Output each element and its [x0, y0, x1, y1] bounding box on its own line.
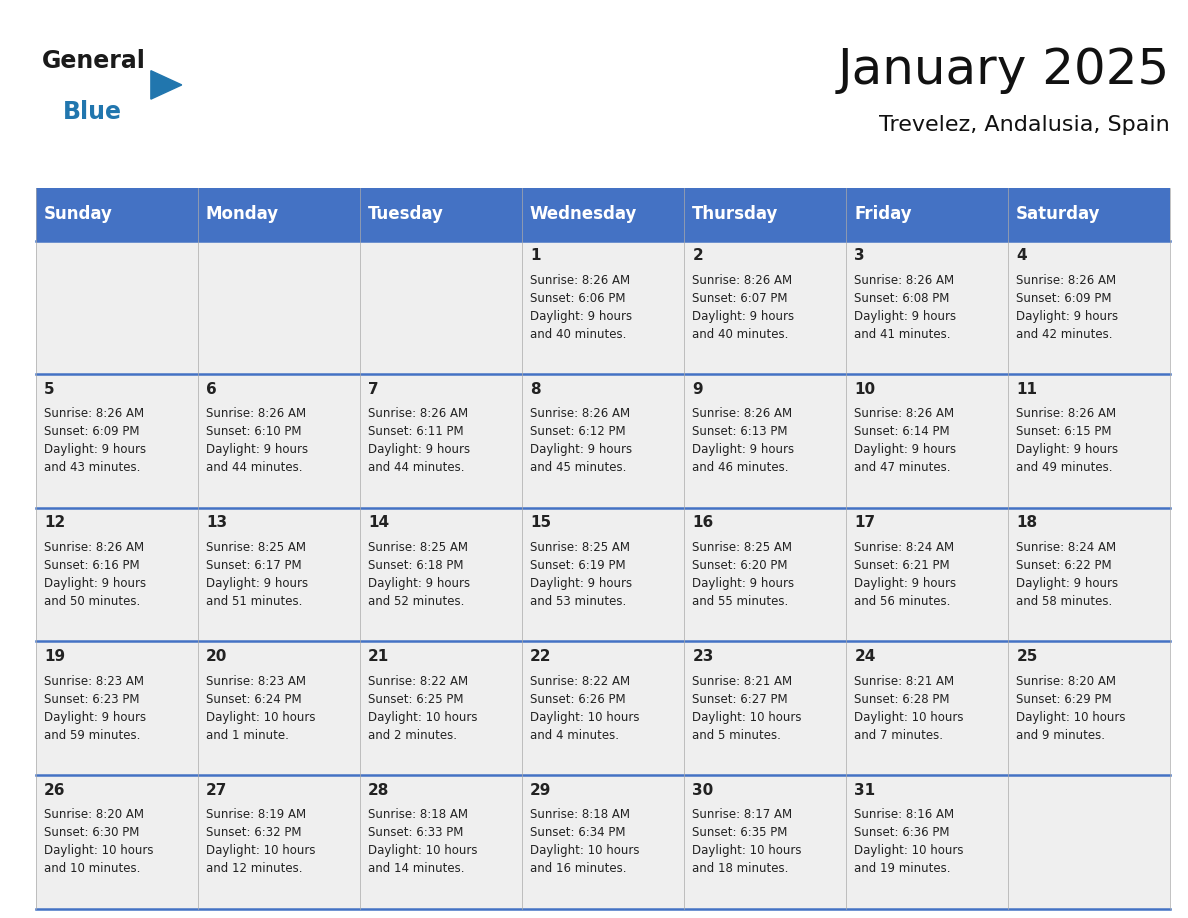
Text: Sunrise: 8:16 AM
Sunset: 6:36 PM
Daylight: 10 hours
and 19 minutes.: Sunrise: 8:16 AM Sunset: 6:36 PM Dayligh… [854, 808, 963, 875]
Text: Sunrise: 8:26 AM
Sunset: 6:09 PM
Daylight: 9 hours
and 42 minutes.: Sunrise: 8:26 AM Sunset: 6:09 PM Dayligh… [1017, 274, 1119, 341]
Text: 1: 1 [530, 248, 541, 263]
Text: Sunrise: 8:26 AM
Sunset: 6:09 PM
Daylight: 9 hours
and 43 minutes.: Sunrise: 8:26 AM Sunset: 6:09 PM Dayligh… [44, 408, 146, 475]
Text: Sunrise: 8:18 AM
Sunset: 6:33 PM
Daylight: 10 hours
and 14 minutes.: Sunrise: 8:18 AM Sunset: 6:33 PM Dayligh… [368, 808, 478, 875]
Bar [36, 375, 1170, 508]
Text: Sunrise: 8:17 AM
Sunset: 6:35 PM
Daylight: 10 hours
and 18 minutes.: Sunrise: 8:17 AM Sunset: 6:35 PM Dayligh… [693, 808, 802, 875]
Text: Sunrise: 8:26 AM
Sunset: 6:12 PM
Daylight: 9 hours
and 45 minutes.: Sunrise: 8:26 AM Sunset: 6:12 PM Dayligh… [530, 408, 632, 475]
Text: 30: 30 [693, 782, 714, 798]
Bar [36, 241, 1170, 375]
Text: 13: 13 [206, 515, 227, 531]
Text: 31: 31 [854, 782, 876, 798]
Text: 6: 6 [206, 382, 216, 397]
Text: 20: 20 [206, 649, 227, 664]
Text: 11: 11 [1017, 382, 1037, 397]
Text: Friday: Friday [854, 206, 911, 223]
Text: Sunrise: 8:25 AM
Sunset: 6:20 PM
Daylight: 9 hours
and 55 minutes.: Sunrise: 8:25 AM Sunset: 6:20 PM Dayligh… [693, 541, 795, 608]
Text: 14: 14 [368, 515, 390, 531]
Text: 4: 4 [1017, 248, 1028, 263]
Text: Sunrise: 8:26 AM
Sunset: 6:10 PM
Daylight: 9 hours
and 44 minutes.: Sunrise: 8:26 AM Sunset: 6:10 PM Dayligh… [206, 408, 308, 475]
Text: Sunrise: 8:23 AM
Sunset: 6:24 PM
Daylight: 10 hours
and 1 minute.: Sunrise: 8:23 AM Sunset: 6:24 PM Dayligh… [206, 675, 316, 742]
Text: General: General [42, 50, 145, 73]
Bar [36, 188, 1170, 241]
Text: Sunrise: 8:26 AM
Sunset: 6:14 PM
Daylight: 9 hours
and 47 minutes.: Sunrise: 8:26 AM Sunset: 6:14 PM Dayligh… [854, 408, 956, 475]
Text: Saturday: Saturday [1016, 206, 1101, 223]
Text: Sunrise: 8:21 AM
Sunset: 6:27 PM
Daylight: 10 hours
and 5 minutes.: Sunrise: 8:21 AM Sunset: 6:27 PM Dayligh… [693, 675, 802, 742]
Text: Sunrise: 8:25 AM
Sunset: 6:19 PM
Daylight: 9 hours
and 53 minutes.: Sunrise: 8:25 AM Sunset: 6:19 PM Dayligh… [530, 541, 632, 608]
Text: Sunrise: 8:26 AM
Sunset: 6:06 PM
Daylight: 9 hours
and 40 minutes.: Sunrise: 8:26 AM Sunset: 6:06 PM Dayligh… [530, 274, 632, 341]
Text: Sunrise: 8:26 AM
Sunset: 6:13 PM
Daylight: 9 hours
and 46 minutes.: Sunrise: 8:26 AM Sunset: 6:13 PM Dayligh… [693, 408, 795, 475]
Text: Sunrise: 8:24 AM
Sunset: 6:22 PM
Daylight: 9 hours
and 58 minutes.: Sunrise: 8:24 AM Sunset: 6:22 PM Dayligh… [1017, 541, 1119, 608]
Text: 8: 8 [530, 382, 541, 397]
Text: Sunrise: 8:24 AM
Sunset: 6:21 PM
Daylight: 9 hours
and 56 minutes.: Sunrise: 8:24 AM Sunset: 6:21 PM Dayligh… [854, 541, 956, 608]
Text: 16: 16 [693, 515, 714, 531]
Text: Sunrise: 8:21 AM
Sunset: 6:28 PM
Daylight: 10 hours
and 7 minutes.: Sunrise: 8:21 AM Sunset: 6:28 PM Dayligh… [854, 675, 963, 742]
Text: Sunrise: 8:20 AM
Sunset: 6:29 PM
Daylight: 10 hours
and 9 minutes.: Sunrise: 8:20 AM Sunset: 6:29 PM Dayligh… [1017, 675, 1126, 742]
Text: Blue: Blue [63, 100, 122, 124]
Text: 28: 28 [368, 782, 390, 798]
Text: Sunrise: 8:22 AM
Sunset: 6:26 PM
Daylight: 10 hours
and 4 minutes.: Sunrise: 8:22 AM Sunset: 6:26 PM Dayligh… [530, 675, 639, 742]
Text: Sunrise: 8:26 AM
Sunset: 6:11 PM
Daylight: 9 hours
and 44 minutes.: Sunrise: 8:26 AM Sunset: 6:11 PM Dayligh… [368, 408, 470, 475]
Text: Sunrise: 8:26 AM
Sunset: 6:08 PM
Daylight: 9 hours
and 41 minutes.: Sunrise: 8:26 AM Sunset: 6:08 PM Dayligh… [854, 274, 956, 341]
Text: 27: 27 [206, 782, 227, 798]
Bar [36, 508, 1170, 642]
Text: Sunrise: 8:22 AM
Sunset: 6:25 PM
Daylight: 10 hours
and 2 minutes.: Sunrise: 8:22 AM Sunset: 6:25 PM Dayligh… [368, 675, 478, 742]
Text: 22: 22 [530, 649, 551, 664]
Text: 19: 19 [44, 649, 65, 664]
Text: 25: 25 [1017, 649, 1038, 664]
Text: 10: 10 [854, 382, 876, 397]
Text: 29: 29 [530, 782, 551, 798]
Text: 17: 17 [854, 515, 876, 531]
Bar [36, 775, 1170, 909]
Text: 9: 9 [693, 382, 703, 397]
Text: 12: 12 [44, 515, 65, 531]
Text: January 2025: January 2025 [838, 46, 1170, 94]
Text: 18: 18 [1017, 515, 1037, 531]
Text: Sunday: Sunday [44, 206, 113, 223]
Text: Tuesday: Tuesday [368, 206, 444, 223]
Text: Thursday: Thursday [693, 206, 778, 223]
Text: 23: 23 [693, 649, 714, 664]
Text: Sunrise: 8:23 AM
Sunset: 6:23 PM
Daylight: 9 hours
and 59 minutes.: Sunrise: 8:23 AM Sunset: 6:23 PM Dayligh… [44, 675, 146, 742]
Text: 7: 7 [368, 382, 379, 397]
Text: 21: 21 [368, 649, 390, 664]
Polygon shape [151, 71, 182, 99]
Text: Sunrise: 8:26 AM
Sunset: 6:07 PM
Daylight: 9 hours
and 40 minutes.: Sunrise: 8:26 AM Sunset: 6:07 PM Dayligh… [693, 274, 795, 341]
Text: Monday: Monday [206, 206, 279, 223]
Text: Sunrise: 8:25 AM
Sunset: 6:18 PM
Daylight: 9 hours
and 52 minutes.: Sunrise: 8:25 AM Sunset: 6:18 PM Dayligh… [368, 541, 470, 608]
Text: Sunrise: 8:26 AM
Sunset: 6:15 PM
Daylight: 9 hours
and 49 minutes.: Sunrise: 8:26 AM Sunset: 6:15 PM Dayligh… [1017, 408, 1119, 475]
Text: 15: 15 [530, 515, 551, 531]
Text: Sunrise: 8:18 AM
Sunset: 6:34 PM
Daylight: 10 hours
and 16 minutes.: Sunrise: 8:18 AM Sunset: 6:34 PM Dayligh… [530, 808, 639, 875]
Text: Sunrise: 8:19 AM
Sunset: 6:32 PM
Daylight: 10 hours
and 12 minutes.: Sunrise: 8:19 AM Sunset: 6:32 PM Dayligh… [206, 808, 316, 875]
Text: 24: 24 [854, 649, 876, 664]
Text: 2: 2 [693, 248, 703, 263]
Text: Wednesday: Wednesday [530, 206, 637, 223]
Text: 26: 26 [44, 782, 65, 798]
Text: Sunrise: 8:26 AM
Sunset: 6:16 PM
Daylight: 9 hours
and 50 minutes.: Sunrise: 8:26 AM Sunset: 6:16 PM Dayligh… [44, 541, 146, 608]
Text: Sunrise: 8:25 AM
Sunset: 6:17 PM
Daylight: 9 hours
and 51 minutes.: Sunrise: 8:25 AM Sunset: 6:17 PM Dayligh… [206, 541, 308, 608]
Text: 5: 5 [44, 382, 55, 397]
Text: Sunrise: 8:20 AM
Sunset: 6:30 PM
Daylight: 10 hours
and 10 minutes.: Sunrise: 8:20 AM Sunset: 6:30 PM Dayligh… [44, 808, 153, 875]
Bar [36, 642, 1170, 775]
Text: Trevelez, Andalusia, Spain: Trevelez, Andalusia, Spain [879, 115, 1170, 135]
Text: 3: 3 [854, 248, 865, 263]
